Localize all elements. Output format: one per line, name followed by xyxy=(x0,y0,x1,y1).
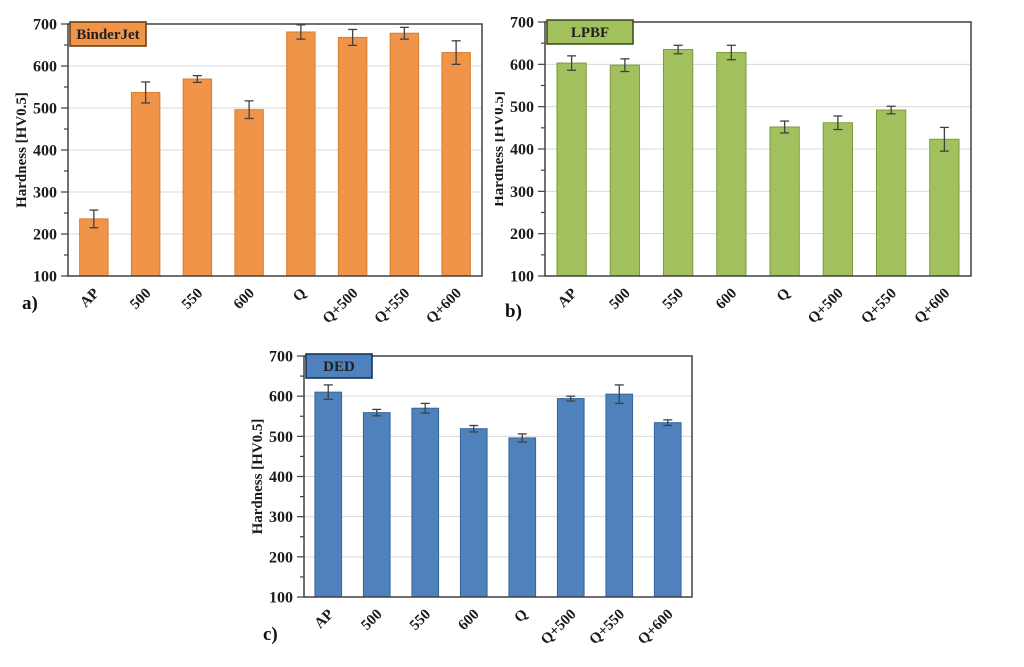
legend-label: LPBF xyxy=(571,25,609,41)
chart-ded: 100 200 300 400 500 600 700 Hardness [HV0.5] AP 5… xyxy=(250,349,693,649)
bar-Q+600 xyxy=(929,138,960,277)
bar-500 xyxy=(362,412,391,598)
bar-500 xyxy=(130,91,161,277)
panel-label-a: a) xyxy=(22,293,38,314)
y-tick-label: 600 xyxy=(510,57,534,74)
y-tick-label: 600 xyxy=(269,389,293,406)
bar-Q+550 xyxy=(389,32,420,277)
x-tick-label-Q: Q xyxy=(512,606,532,626)
bar-550 xyxy=(182,78,213,277)
x-tick-label-600: 600 xyxy=(713,286,740,313)
x-tick-label-550: 550 xyxy=(179,286,206,313)
x-tick-label-550: 550 xyxy=(660,286,687,313)
panel-c-ded: 100 200 300 400 500 600 700 Hardness [HV0.5] AP 5… xyxy=(230,340,790,667)
x-tick-label-AP: AP xyxy=(555,286,580,311)
x-tick-label-500: 500 xyxy=(127,286,154,313)
x-tick-label-Q+500: Q+500 xyxy=(805,286,847,328)
y-tick-label: 300 xyxy=(269,509,293,526)
y-tick-label: 400 xyxy=(33,143,57,160)
legend-box xyxy=(69,21,147,47)
bar-AP xyxy=(314,391,343,598)
y-tick-label: 100 xyxy=(510,269,534,286)
y-tick-label: 700 xyxy=(33,17,57,34)
x-tick-label-500: 500 xyxy=(606,286,633,313)
panel-label-c: c) xyxy=(263,624,278,645)
bar-AP xyxy=(79,218,109,277)
x-tick-label-AP: AP xyxy=(77,286,102,311)
x-tick-label-500: 500 xyxy=(358,607,385,634)
y-tick-label: 200 xyxy=(33,227,57,244)
x-tick-label-Q+550: Q+550 xyxy=(858,286,900,328)
legend-label: BinderJet xyxy=(76,27,139,43)
chart-binderjet: 100 200 300 400 500 600 700 Hardness [HV0.5] AP 5… xyxy=(14,17,483,328)
y-tick-label: 500 xyxy=(269,429,293,446)
bar-Q+500 xyxy=(337,36,368,277)
y-tick-label: 200 xyxy=(269,549,293,566)
bar-Q xyxy=(769,126,800,277)
bar-500 xyxy=(609,64,641,277)
bar-AP xyxy=(556,62,587,277)
x-tick-label-Q: Q xyxy=(290,285,310,305)
bar-Q xyxy=(508,437,537,598)
y-tick-label: 100 xyxy=(33,269,57,286)
x-tick-label-Q+600: Q+600 xyxy=(912,286,954,328)
y-tick-label: 400 xyxy=(510,142,534,159)
x-tick-label-550: 550 xyxy=(407,607,434,634)
bar-Q+550 xyxy=(875,109,907,277)
y-axis-label: Hardness [HV0.5] xyxy=(250,419,266,535)
x-tick-label-600: 600 xyxy=(231,286,258,313)
y-tick-label: 500 xyxy=(510,99,534,116)
panel-b-lpbf: 100 200 300 400 500 600 700 Hardness [HV0.5] AP 5… xyxy=(495,0,1024,335)
legend-box xyxy=(305,353,373,379)
bar-600 xyxy=(716,51,747,277)
x-tick-label-AP: AP xyxy=(312,607,337,632)
legend-label: DED xyxy=(323,359,355,375)
y-axis-label: Hardness [HV0.5] xyxy=(495,91,507,207)
y-tick-label: 300 xyxy=(510,184,534,201)
legend-box xyxy=(546,19,634,45)
y-tick-label: 700 xyxy=(269,349,293,366)
x-tick-label-Q+500: Q+500 xyxy=(320,286,362,328)
bar-Q+600 xyxy=(441,52,471,277)
bar-550 xyxy=(411,407,440,598)
y-tick-label: 500 xyxy=(33,101,57,118)
y-axis-label: Hardness [HV0.5] xyxy=(14,92,30,208)
y-tick-label: 700 xyxy=(510,15,534,32)
panel-label-b: b) xyxy=(505,301,522,322)
y-tick-label: 400 xyxy=(269,469,293,486)
bar-Q+500 xyxy=(822,122,854,277)
bar-Q+550 xyxy=(605,393,634,598)
bar-550 xyxy=(662,49,694,277)
bar-600 xyxy=(459,428,488,598)
y-tick-label: 300 xyxy=(33,185,57,202)
bar-Q xyxy=(286,31,316,277)
x-tick-label-600: 600 xyxy=(455,607,482,634)
panel-a-binderjet: 100 200 300 400 500 600 700 Hardness [HV0.5] AP 5… xyxy=(0,0,500,335)
x-tick-label-Q+600: Q+600 xyxy=(423,286,465,328)
x-tick-label-Q+600: Q+600 xyxy=(635,607,677,649)
x-tick-label-Q: Q xyxy=(774,285,794,305)
bar-Q+600 xyxy=(653,422,682,598)
x-tick-label-Q+550: Q+550 xyxy=(587,607,629,649)
y-tick-label: 600 xyxy=(33,59,57,76)
x-tick-label-Q+500: Q+500 xyxy=(538,607,580,649)
x-tick-label-Q+550: Q+550 xyxy=(372,286,414,328)
bar-Q+500 xyxy=(556,398,585,598)
chart-lpbf: 100 200 300 400 500 600 700 Hardness [HV0.5] AP 5… xyxy=(495,15,972,328)
bar-600 xyxy=(234,109,264,277)
y-tick-label: 100 xyxy=(269,590,293,607)
y-tick-label: 200 xyxy=(510,226,534,243)
